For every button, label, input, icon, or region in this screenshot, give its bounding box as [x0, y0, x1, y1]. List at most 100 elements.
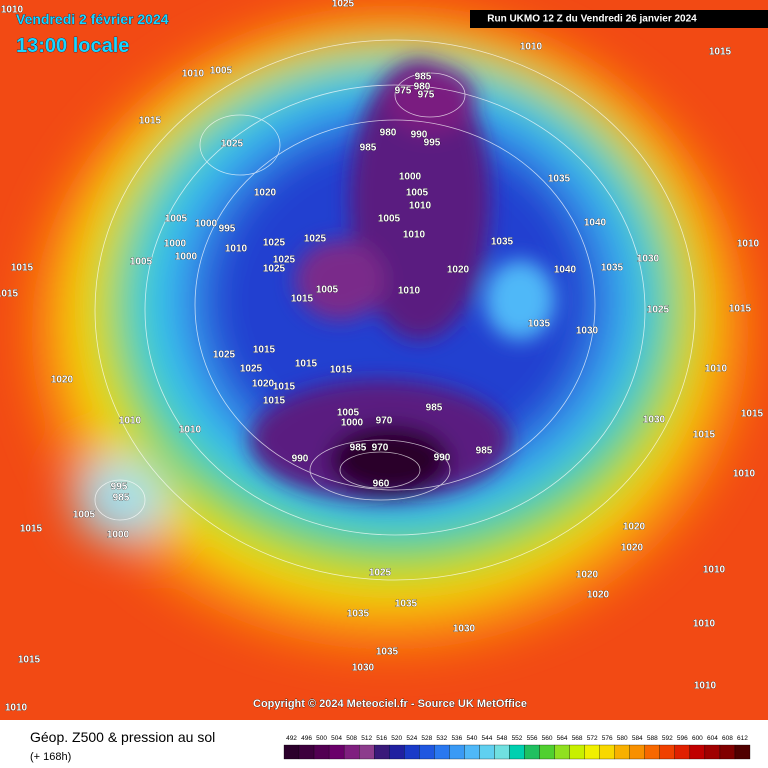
scale-label: 568	[572, 735, 583, 742]
pressure-label: 985	[415, 72, 432, 83]
pressure-label: 1020	[576, 570, 599, 581]
pressure-label: 1030	[637, 254, 660, 265]
local-time: 13:00 locale	[16, 35, 129, 57]
pressure-label: 980	[380, 128, 397, 139]
scale-swatch	[479, 744, 495, 760]
pressure-label: 1025	[213, 350, 236, 361]
scale-label: 492	[286, 735, 297, 742]
pressure-label: 1010	[737, 239, 760, 250]
scale-label: 512	[361, 735, 372, 742]
scale-swatch	[494, 744, 510, 760]
pressure-label: 1000	[164, 239, 187, 250]
pressure-label: 1010	[182, 69, 205, 80]
pressure-label: 985	[426, 403, 443, 414]
pressure-label: 1020	[254, 188, 277, 199]
scale-label: 524	[406, 735, 417, 742]
pressure-label: 1025	[369, 568, 392, 579]
scale-swatch	[599, 744, 615, 760]
scale-label: 548	[497, 735, 508, 742]
scale-label: 600	[692, 735, 703, 742]
pressure-label: 975	[395, 86, 412, 97]
pressure-label: 995	[219, 224, 236, 235]
pressure-label: 1025	[273, 255, 296, 266]
scale-swatch	[719, 744, 736, 760]
pressure-label: 1010	[703, 565, 726, 576]
pressure-label: 1015	[18, 655, 41, 666]
pressure-label: 1020	[623, 522, 646, 533]
scale-label: 584	[632, 735, 643, 742]
scale-swatch	[704, 744, 721, 760]
scale-swatch	[434, 744, 450, 760]
pressure-label: 1000	[107, 530, 130, 541]
scale-swatch	[328, 744, 345, 760]
lead-time: (+ 168h)	[30, 751, 71, 763]
scale-swatch	[674, 744, 691, 760]
pressure-label: 1005	[406, 188, 429, 199]
scale-swatch	[298, 744, 315, 760]
pressure-label: 985	[113, 493, 130, 504]
pressure-label: 985	[360, 143, 377, 154]
pressure-label: 1005	[73, 510, 96, 521]
scale-label: 564	[557, 735, 568, 742]
scale-label: 508	[346, 735, 357, 742]
scale-label: 536	[451, 735, 462, 742]
scale-label: 556	[527, 735, 538, 742]
pressure-label: 995	[111, 482, 128, 493]
valid-date: Vendredi 2 février 2024	[16, 11, 169, 27]
scale-label: 588	[647, 735, 658, 742]
scale-swatch	[554, 744, 570, 760]
scale-swatch	[569, 744, 585, 760]
pressure-label: 1010	[694, 681, 717, 692]
scale-swatch	[659, 744, 675, 760]
scale-label: 500	[316, 735, 327, 742]
pressure-label: 1015	[330, 365, 353, 376]
pressure-label: 1030	[643, 415, 666, 426]
pressure-label: 1035	[376, 647, 399, 658]
pressure-label: 1005	[210, 66, 233, 77]
pressure-label: 1010	[398, 286, 421, 297]
pressure-label: 1005	[130, 257, 153, 268]
pressure-label: 1020	[587, 590, 610, 601]
scale-label: 612	[737, 735, 748, 742]
pressure-label: 1025	[304, 234, 327, 245]
scale-swatch	[734, 744, 751, 760]
pressure-label: 1000	[175, 252, 198, 263]
pressure-label: 985	[350, 443, 367, 454]
pressure-label: 1025	[263, 238, 286, 249]
scale-swatch	[464, 744, 480, 760]
pressure-label: 1025	[647, 305, 670, 316]
pressure-label: 1025	[263, 264, 286, 275]
pressure-label: 1010	[225, 244, 248, 255]
pressure-label: 1015	[273, 382, 296, 393]
scale-swatch	[614, 744, 630, 760]
pressure-label: 1030	[453, 624, 476, 635]
pressure-label: 1005	[165, 214, 188, 225]
pressure-label: 1010	[520, 42, 543, 53]
scale-swatch	[313, 744, 330, 760]
pressure-label: 1020	[447, 265, 470, 276]
pressure-label: 1005	[378, 214, 401, 225]
scale-label: 580	[617, 735, 628, 742]
pressure-label: 1010	[705, 364, 728, 375]
pressure-label: 970	[376, 416, 393, 427]
pressure-label: 1005	[316, 285, 339, 296]
pressure-label: 980	[414, 82, 431, 93]
scale-label: 576	[602, 735, 613, 742]
pressure-label: 1025	[240, 364, 263, 375]
scale-label: 592	[662, 735, 673, 742]
scale-label: 544	[482, 735, 493, 742]
pressure-label: 1025	[332, 0, 355, 10]
pressure-label: 1035	[491, 237, 514, 248]
pressure-label: 1015	[20, 524, 43, 535]
pressure-label: 990	[411, 130, 428, 141]
pressure-label: 970	[372, 443, 389, 454]
pressure-label: 1010	[409, 201, 432, 212]
pressure-label: 960	[373, 479, 390, 490]
scale-swatch	[374, 744, 390, 760]
pressure-label: 995	[424, 138, 441, 149]
run-info: Run UKMO 12 Z du Vendredi 26 janvier 202…	[487, 14, 697, 25]
scale-swatch	[584, 744, 600, 760]
pressure-label: 1035	[395, 599, 418, 610]
pressure-label: 1010	[119, 416, 142, 427]
pressure-label: 1010	[1, 5, 24, 16]
